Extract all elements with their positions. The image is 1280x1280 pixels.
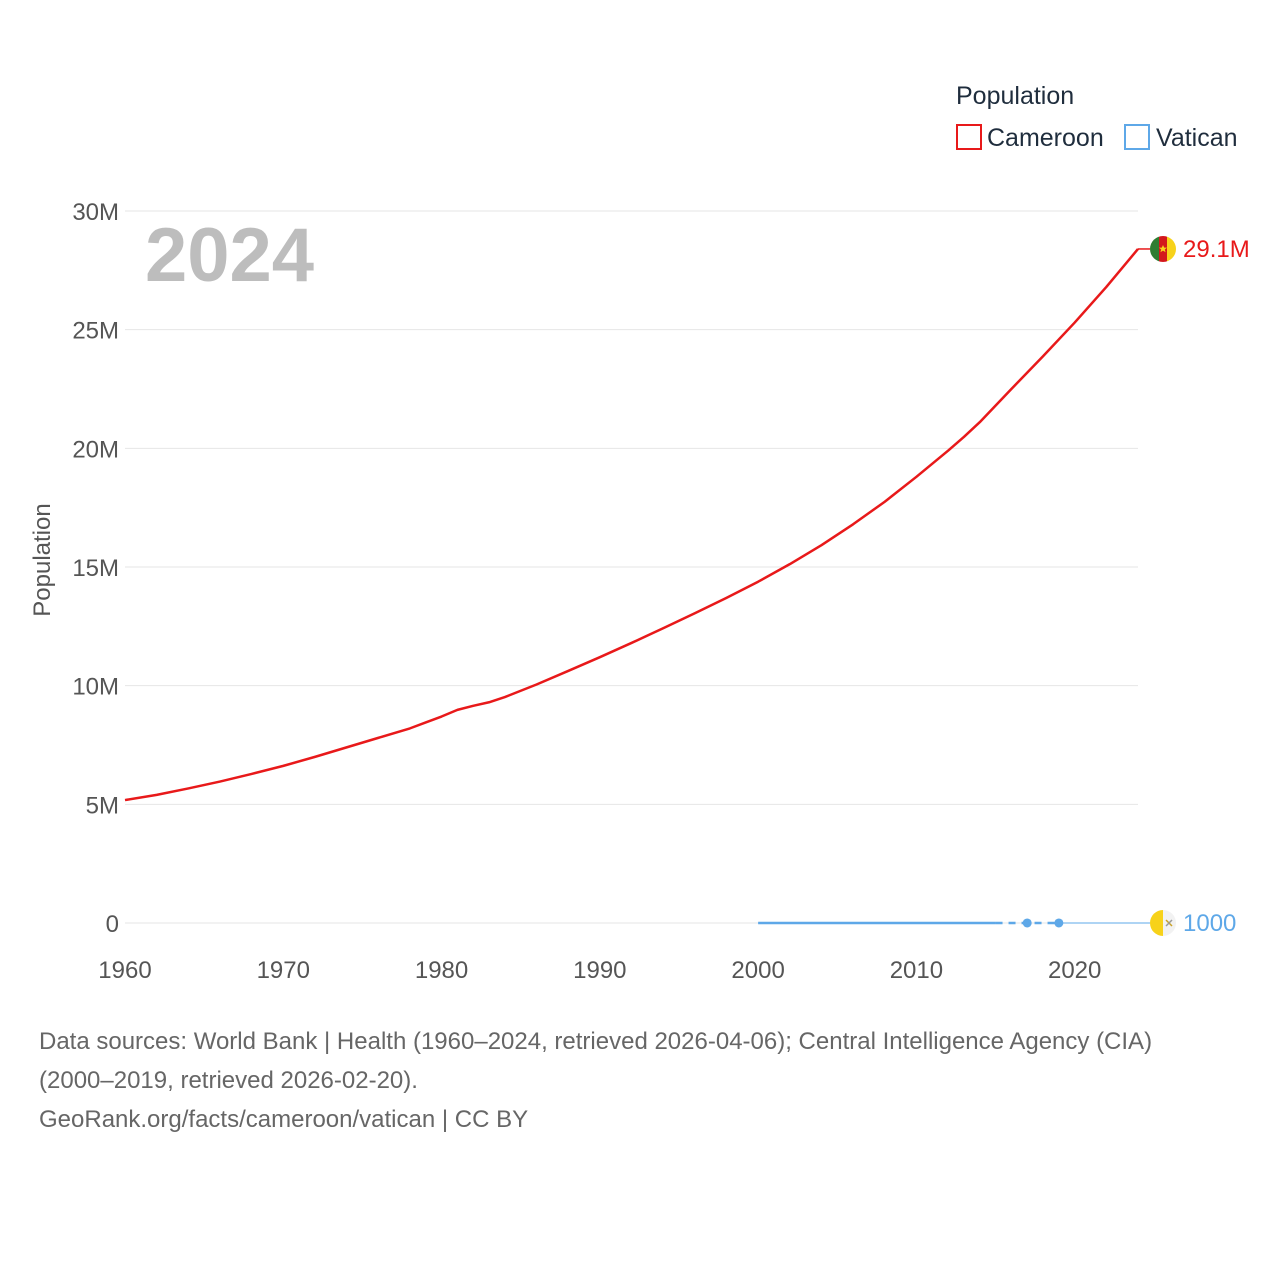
- y-tick-label: 10M: [72, 674, 119, 701]
- x-tick-label: 1970: [257, 957, 310, 984]
- y-tick-label: 0: [106, 911, 119, 938]
- legend-swatch-vatican: [1124, 124, 1150, 150]
- y-tick-label: 25M: [72, 318, 119, 345]
- x-tick-label: 2000: [731, 957, 784, 984]
- x-tick-label: 1980: [415, 957, 468, 984]
- vatican-point-2017[interactable]: [1022, 918, 1032, 928]
- legend-label-vatican: Vatican: [1156, 124, 1238, 152]
- y-tick-label: 30M: [72, 199, 119, 226]
- x-tick-label: 1990: [573, 957, 626, 984]
- footer-attribution-link[interactable]: GeoRank.org/facts/cameroon/vatican | CC …: [39, 1106, 529, 1133]
- legend-item-cameroon[interactable]: Cameroon: [956, 124, 1104, 152]
- y-tick-label: 15M: [72, 555, 119, 582]
- legend-item-vatican[interactable]: Vatican: [1124, 124, 1238, 152]
- x-tick-label: 1960: [98, 957, 151, 984]
- y-tick-label: 5M: [86, 792, 119, 819]
- legend-swatch-cameroon: [956, 124, 982, 150]
- vatican-end-value: 1000: [1183, 910, 1236, 937]
- gridlines: [125, 210, 1138, 924]
- footer-sources-line2: (2000–2019, retrieved 2026-02-20).: [39, 1067, 418, 1094]
- y-tick-label: 20M: [72, 436, 119, 463]
- legend-label-cameroon: Cameroon: [987, 124, 1104, 152]
- x-tick-label: 2010: [890, 957, 943, 984]
- population-chart: 0 5M 10M 15M 20M 25M 30M 1960 1970 1980 1990 2000 2…: [29, 82, 1250, 984]
- footer-sources-line1: Data sources: World Bank | Health (1960–…: [39, 1028, 1153, 1055]
- series-line-cameroon[interactable]: [124, 248, 1139, 802]
- y-axis-title: Population: [29, 503, 56, 616]
- vatican-flag-icon: [1150, 909, 1176, 936]
- legend-title: Population: [956, 82, 1074, 110]
- y-axis: 0 5M 10M 15M 20M 25M 30M: [72, 199, 119, 938]
- data-sources-footer: Data sources: World Bank | Health (1960–…: [39, 1022, 1254, 1139]
- legend[interactable]: Population Cameroon Vatican: [956, 82, 1238, 152]
- year-label: 2024: [145, 213, 314, 298]
- x-tick-label: 2020: [1048, 957, 1101, 984]
- x-axis: 1960 1970 1980 1990 2000 2010 2020: [98, 957, 1101, 984]
- cameroon-end-value: 29.1M: [1183, 236, 1250, 263]
- series-group: 29.1M 1000: [124, 235, 1250, 937]
- cameroon-flag-icon: [1150, 235, 1176, 262]
